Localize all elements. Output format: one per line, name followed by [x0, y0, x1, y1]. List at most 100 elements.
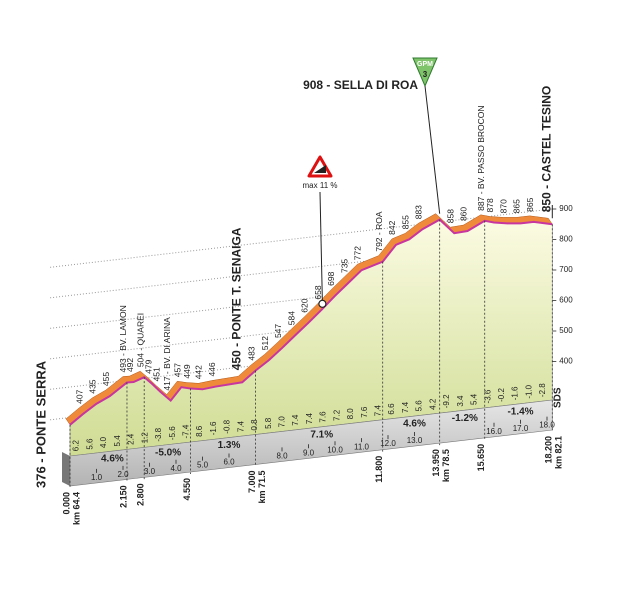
grid-line: [50, 269, 553, 329]
section-gradient: 4.6%: [101, 454, 124, 465]
milestone-label: 0.000: [61, 492, 71, 515]
summit-line: [424, 85, 441, 214]
spot-label: 658: [313, 285, 323, 299]
gradient-label: 7.4: [374, 405, 383, 417]
section-gradient: -1.2%: [452, 413, 478, 424]
warning-sign: [307, 155, 333, 178]
gradient-label: -2.8: [538, 383, 547, 397]
logo: SDS: [553, 387, 564, 408]
climb-badge: [412, 57, 438, 88]
warning-line: [319, 191, 323, 303]
spot-label: 455: [101, 372, 111, 386]
y-tick-label: 800: [559, 235, 573, 244]
warning-text: max 11 %: [303, 181, 338, 190]
gradient-label: 3.4: [456, 395, 465, 407]
milestone-label: 2.800: [136, 483, 146, 506]
grid-line: [50, 208, 553, 268]
gradient-label: 2.4: [127, 433, 136, 445]
spot-label: 492: [125, 358, 135, 372]
x-tick-label: 11.0: [354, 442, 370, 451]
x-tick-label: 10.0: [327, 445, 343, 454]
y-tick-label: 900: [559, 204, 573, 213]
gradient-label: 5.4: [470, 393, 479, 405]
place-label: 850 - CASTEL TESINO: [539, 86, 553, 212]
gradient-label: 5.6: [85, 438, 94, 450]
spot-label: 417 - BV. DI ARINA: [162, 317, 172, 391]
place-label: 376 - PONTE SERRA: [33, 360, 48, 488]
gradient-label: -7.4: [181, 424, 190, 438]
spot-label: 451: [151, 367, 161, 381]
x-tick-label: 4.0: [170, 464, 182, 473]
milestone-label: 7.000: [247, 470, 257, 493]
y-tick-label: 400: [559, 357, 573, 366]
gradient-label: 5.8: [264, 417, 273, 429]
gradient-label: 7.4: [291, 414, 300, 426]
spot-label: 858: [446, 209, 456, 223]
spot-label: 792 - ROA: [374, 211, 384, 251]
spot-label: 855: [400, 215, 410, 229]
section-gradient: 1.3%: [218, 440, 241, 451]
gradient-label: 8.6: [195, 425, 204, 437]
x-tick-label: 6.0: [223, 458, 235, 467]
y-tick-label: 500: [559, 326, 573, 335]
milestone-km: km 71.5: [257, 470, 267, 503]
section-gradient: -1.4%: [507, 406, 533, 417]
gradient-label: -5.6: [168, 426, 177, 440]
gradient-label: -0.2: [497, 388, 506, 402]
spot-label: 865: [512, 199, 522, 213]
milestone-label: 2.150: [118, 485, 128, 508]
x-tick-label: 3.0: [144, 467, 156, 476]
spot-label: 407: [75, 389, 85, 403]
y-tick-label: 700: [559, 265, 573, 274]
x-tick-label: 2.0: [117, 470, 129, 479]
spot-label: 493 - BV. LAMON: [118, 305, 128, 372]
x-tick-label: 1.0: [91, 473, 103, 482]
section-gradient: 4.6%: [403, 419, 426, 430]
gradient-label: -1.6: [209, 421, 218, 435]
x-tick-label: 16.0: [486, 427, 502, 436]
milestone-label: 13.950: [431, 449, 441, 477]
gradient-label: 0.8: [250, 419, 259, 431]
milestone-label: 11.800: [374, 456, 384, 483]
spot-label: 870: [499, 199, 509, 213]
gradient-label: 7.6: [360, 406, 369, 418]
gradient-label: 7.6: [319, 411, 328, 423]
spot-label: 842: [387, 220, 397, 234]
milestone-km: km 82.1: [554, 436, 564, 469]
summit-label: 908 - SELLA DI ROA: [303, 78, 418, 92]
gradient-label: 5.4: [113, 435, 122, 447]
section-gradient: -5.0%: [155, 447, 181, 458]
gradient-label: 8.0: [346, 408, 355, 420]
spot-label: 735: [340, 259, 350, 273]
spot-label: 698: [326, 271, 336, 285]
warning-icon: [314, 165, 326, 173]
place-label: 450 - PONTE T. SENAIGA: [229, 227, 243, 370]
gradient-label: -3.6: [483, 389, 492, 403]
x-tick-label: 5.0: [197, 461, 209, 470]
gradient-label: 7.4: [305, 412, 314, 424]
spot-label: 584: [287, 311, 297, 325]
band-side: [62, 452, 70, 486]
gradient-label: -9.2: [442, 394, 451, 408]
spot-label: 479: [143, 359, 153, 373]
x-tick-label: 12.0: [380, 439, 396, 448]
spot-label: 483: [247, 346, 257, 360]
milestone-label: 15.650: [476, 444, 486, 472]
spot-label: 435: [88, 379, 98, 393]
gradient-label: 7.0: [277, 416, 286, 428]
spot-label: 547: [273, 324, 283, 338]
milestone-km: km 64.4: [71, 492, 81, 525]
gradient-label: 5.6: [415, 400, 424, 412]
spot-label: 887 - BV. PASSO BROCON: [476, 105, 486, 210]
milestone-label: 4.550: [182, 478, 192, 501]
x-tick-label: 17.0: [513, 424, 529, 433]
gradient-label: -0.8: [223, 419, 232, 433]
spot-label: 620: [300, 298, 310, 312]
spot-label: 504 - QUAREI: [135, 313, 145, 367]
spot-label: 878: [485, 198, 495, 212]
spot-label: 442: [194, 365, 204, 379]
gradient-label: 4.0: [99, 436, 108, 448]
gradient-label: -1.6: [511, 386, 520, 400]
spot-label: 446: [207, 362, 217, 376]
